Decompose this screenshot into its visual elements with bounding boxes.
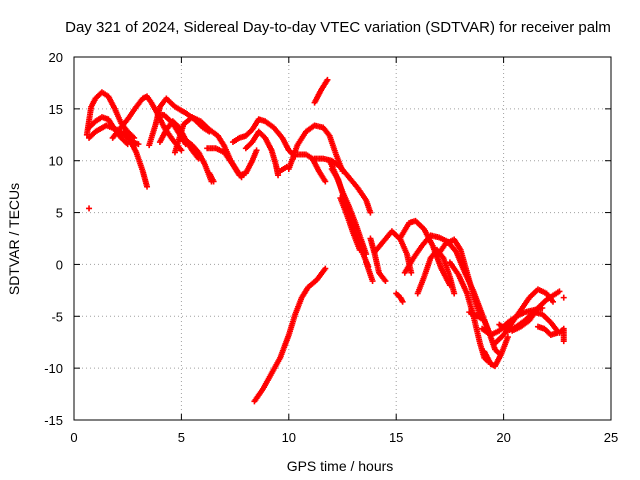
y-tick-label: 5 (56, 206, 63, 221)
series-arc31 (466, 309, 503, 357)
series-arc18 (311, 155, 374, 216)
series-arc14 (242, 128, 282, 179)
x-tick-label: 20 (496, 430, 510, 445)
data-point (283, 163, 290, 170)
chart-title: Day 321 of 2024, Sidereal Day-to-day VTE… (65, 19, 611, 36)
data-points (83, 76, 567, 405)
x-tick-label: 10 (282, 430, 296, 445)
series-arc38 (560, 294, 567, 301)
series-arc17 (311, 76, 331, 106)
series-arc40 (206, 170, 217, 185)
data-point (324, 76, 331, 83)
series-arc26 (397, 217, 453, 289)
data-point (560, 294, 567, 301)
series-arc6 (120, 128, 151, 190)
data-point (369, 278, 376, 285)
data-point (550, 298, 557, 305)
series-arc3 (86, 114, 131, 148)
x-tick-label: 0 (70, 430, 77, 445)
series-arc30 (446, 259, 492, 365)
y-tick-label: -10 (44, 361, 63, 376)
series-arc39 (556, 325, 567, 345)
series-arc21 (337, 195, 363, 253)
x-tick-label: 5 (178, 430, 185, 445)
data-point (86, 205, 93, 212)
series-arc23 (251, 265, 329, 405)
series-arc42 (363, 259, 376, 285)
y-tick-label: 20 (49, 50, 63, 65)
data-point (451, 290, 458, 297)
data-point (399, 298, 406, 305)
x-tick-label: 25 (604, 430, 618, 445)
series-arc32 (481, 334, 511, 370)
series-arc41 (277, 163, 290, 175)
y-tick-label: 0 (56, 257, 63, 272)
series-arc1 (86, 205, 93, 212)
data-point (210, 178, 217, 185)
series-arc13 (229, 116, 299, 160)
series-arc36 (509, 288, 563, 334)
x-axis-label: GPS time / hours (287, 458, 394, 474)
data-point (367, 209, 374, 216)
series-arc29 (434, 236, 483, 320)
data-point (135, 141, 142, 148)
data-point (275, 172, 282, 179)
plot-frame (73, 56, 612, 421)
axis-ticks (73, 56, 612, 421)
series-arc22 (367, 235, 389, 285)
y-tick-labels: -15 -10 -5 0 5 10 15 20 (44, 50, 63, 428)
data-point (408, 269, 415, 276)
series-arc12 (204, 145, 260, 179)
data-point (322, 178, 329, 185)
y-axis-label: SDTVAR / TECUs (6, 183, 22, 295)
data-point (504, 334, 511, 341)
grid-lines (74, 57, 611, 420)
y-tick-label: 10 (49, 154, 63, 169)
data-point (178, 147, 185, 154)
y-tick-label: 15 (49, 102, 63, 117)
series-arc37 (534, 323, 561, 338)
data-point (356, 246, 363, 253)
data-point (382, 278, 389, 285)
data-point (556, 288, 563, 295)
data-point (144, 183, 151, 190)
data-point (560, 338, 567, 345)
y-tick-label: -15 (44, 413, 63, 428)
data-point (322, 265, 329, 272)
y-tick-label: -5 (51, 309, 63, 324)
x-tick-label: 15 (389, 430, 403, 445)
x-tick-labels: 0 5 10 15 20 25 (70, 430, 618, 445)
series-arc25 (393, 290, 406, 305)
data-point (253, 147, 260, 154)
